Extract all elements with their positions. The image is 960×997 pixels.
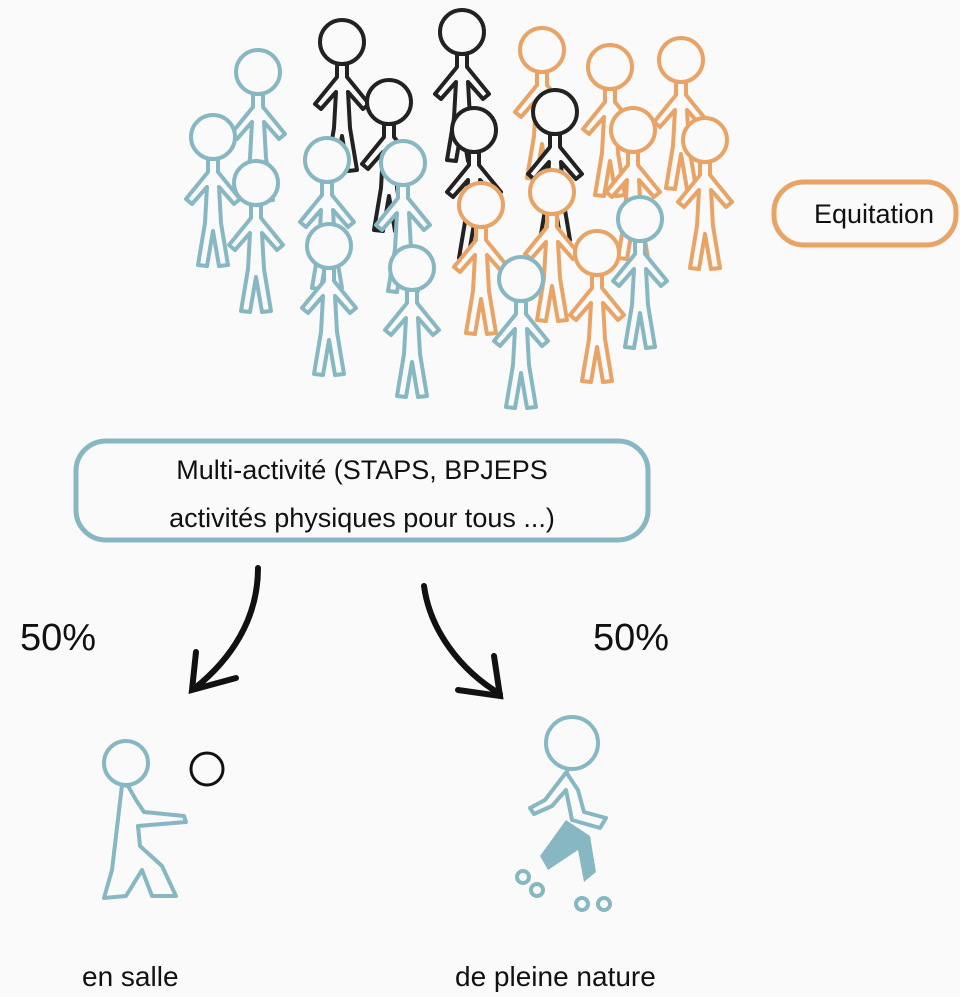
box-line: activités physiques pour tous ...) (169, 503, 555, 533)
badge-label: Equitation (814, 199, 934, 229)
share-label: 50% (593, 617, 669, 659)
branch-label: de pleine nature (455, 961, 656, 992)
share-label: 50% (20, 617, 96, 659)
branch-label: en salle (82, 961, 179, 992)
diagram: Equitation Multi-activité (STAPS, BPJEPS… (0, 0, 960, 997)
page: Equitation Multi-activité (STAPS, BPJEPS… (0, 0, 960, 997)
box-line: Multi-activité (STAPS, BPJEPS (176, 455, 548, 485)
